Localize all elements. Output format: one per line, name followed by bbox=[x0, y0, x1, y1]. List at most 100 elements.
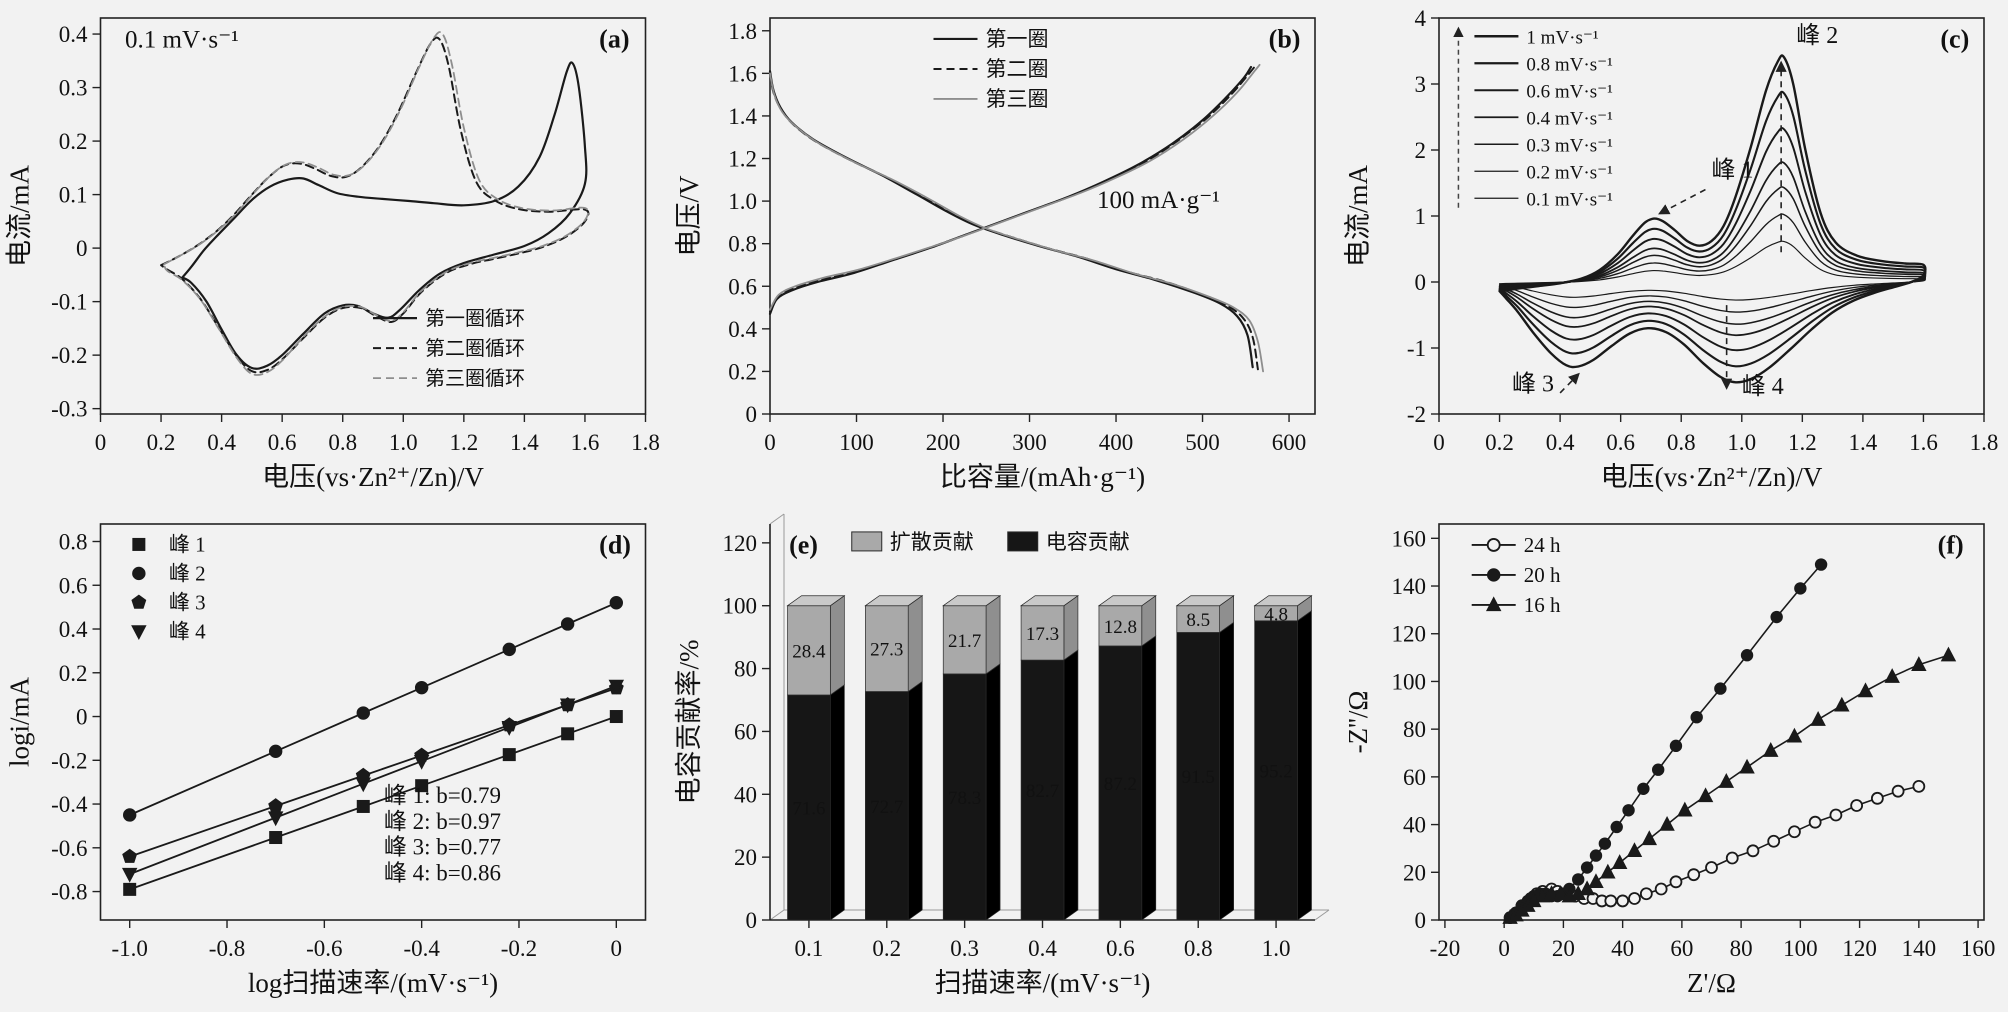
x-tick-label: 0.4 bbox=[1546, 430, 1575, 455]
y-tick-label: 160 bbox=[1392, 526, 1427, 551]
x-tick-label: 100 bbox=[839, 430, 874, 455]
x-tick-label: 0.3 bbox=[950, 936, 979, 961]
y-tick-label: -2 bbox=[1407, 402, 1426, 427]
y-tick-label: 2 bbox=[1415, 138, 1427, 163]
annotation-text: 峰 1: b=0.79 bbox=[384, 783, 501, 808]
bar-1.0: 95.2 4.8 bbox=[1253, 595, 1313, 921]
bar-0.8: 91.5 8.5 bbox=[1175, 595, 1235, 921]
bar-value-label: 28.4 bbox=[792, 641, 826, 662]
legend-label: 峰 1 bbox=[169, 532, 206, 556]
y-axis-label: 电压/V bbox=[674, 175, 704, 257]
annotation-text: 峰 2: b=0.97 bbox=[384, 809, 501, 834]
annotation-text: (d) bbox=[599, 531, 631, 560]
bar-value-label: 82.7 bbox=[1026, 781, 1059, 802]
y-tick-label: 1.4 bbox=[728, 104, 757, 129]
series-0.6 mV·s⁻¹ bbox=[1498, 127, 1927, 352]
x-tick-label: 0.8 bbox=[1184, 936, 1213, 961]
legend-label: 第三圈 bbox=[986, 87, 1049, 111]
legend-label: 20 h bbox=[1524, 563, 1561, 587]
bar-value-label: 78.3 bbox=[948, 788, 981, 809]
annotation-text: 峰 4 bbox=[1742, 373, 1784, 400]
y-tick-label: 0 bbox=[1415, 908, 1427, 933]
panel-e: 0.1 0.2 0.3 0.4 0.6 0.8 1.0 0 20 40 60 80 100 120 扫描速率… bbox=[670, 506, 1339, 1012]
bar-value-label: 4.8 bbox=[1264, 604, 1288, 625]
x-tick-label: 160 bbox=[1961, 936, 1996, 961]
bar-0.4: 82.7 17.3 bbox=[1019, 595, 1080, 921]
annotation-arrow bbox=[1658, 188, 1706, 215]
x-tick-label: 400 bbox=[1099, 430, 1134, 455]
x-tick-label: -0.8 bbox=[209, 936, 245, 961]
y-axis-label: 电流/mA bbox=[1343, 165, 1373, 268]
series-0.4 mV·s⁻¹ bbox=[1498, 161, 1927, 337]
y-tick-label: 0.4 bbox=[728, 317, 757, 342]
x-tick-label: -1.0 bbox=[111, 936, 147, 961]
series-峰 1 bbox=[123, 710, 623, 896]
y-tick-label: 0.3 bbox=[59, 76, 88, 101]
y-tick-label: 0 bbox=[76, 236, 88, 261]
legend-label: 0.3 mV·s⁻¹ bbox=[1526, 135, 1613, 156]
legend: 扩散贡献 电容贡献 bbox=[851, 530, 1130, 554]
axes: 0 0.2 0.4 0.6 0.8 1.0 1.2 1.4 1.6 1.8 -0.3 -0.2 -0.1… bbox=[5, 17, 660, 492]
x-tick-label: 0.8 bbox=[328, 430, 357, 455]
y-tick-label: 120 bbox=[723, 531, 758, 556]
y-tick-label: -0.8 bbox=[51, 880, 87, 905]
annotation-text: (b) bbox=[1269, 25, 1301, 54]
x-tick-label: 300 bbox=[1012, 430, 1047, 455]
x-tick-label: 0.8 bbox=[1667, 430, 1696, 455]
y-axis-label: -Z''/Ω bbox=[1343, 691, 1373, 754]
x-axis-label: log扫描速率/(mV·s⁻¹) bbox=[248, 968, 498, 998]
annotation-text: 峰 3: b=0.77 bbox=[384, 835, 501, 860]
y-tick-label: 1.2 bbox=[728, 147, 757, 172]
legend-label: 0.2 mV·s⁻¹ bbox=[1526, 162, 1613, 183]
y-tick-label: 0.4 bbox=[59, 22, 88, 47]
axes: -20 0 20 40 60 80 100 120 140 1600204060801001201… bbox=[1343, 523, 1996, 998]
annotation-text: (e) bbox=[789, 531, 818, 560]
x-tick-label: -20 bbox=[1430, 936, 1461, 961]
y-axis-label: 电流/mA bbox=[5, 165, 35, 268]
panel-d: -1.0 -0.8 -0.6 -0.4 -0.2 0 -0.8 -0.6 -0.4 -0.2 0 0.… bbox=[0, 506, 670, 1012]
bar-value-label: 71.6 bbox=[792, 798, 825, 819]
x-tick-label: 1.0 bbox=[389, 430, 418, 455]
y-tick-label: 4 bbox=[1415, 6, 1427, 31]
series-0.8 mV·s⁻¹ bbox=[1498, 90, 1927, 368]
x-tick-label: 20 bbox=[1552, 936, 1575, 961]
y-tick-label: -0.6 bbox=[51, 836, 87, 861]
y-tick-label: 1.0 bbox=[728, 189, 757, 214]
x-tick-label: 0.6 bbox=[1606, 430, 1635, 455]
series-16 h bbox=[1502, 646, 1957, 924]
series-峰 2 bbox=[122, 596, 624, 822]
y-tick-label: 0.2 bbox=[59, 129, 88, 154]
x-tick-label: 140 bbox=[1902, 936, 1937, 961]
y-tick-label: 100 bbox=[723, 594, 758, 619]
y-tick-label: 0 bbox=[746, 908, 758, 933]
x-tick-label: -0.6 bbox=[306, 936, 342, 961]
legend-label: 0.8 mV·s⁻¹ bbox=[1526, 54, 1613, 75]
panel-c: 0 0.2 0.4 0.6 0.8 1.0 1.2 1.4 1.6 1.8 -2 -1 0 1 2 3 4 电压(… bbox=[1339, 0, 2008, 506]
y-tick-label: 0.2 bbox=[728, 359, 757, 384]
bar-value-label: 17.3 bbox=[1026, 624, 1059, 645]
y-tick-label: 0 bbox=[76, 705, 88, 730]
x-tick-label: 0.4 bbox=[207, 430, 236, 455]
annotation-text: 0.1 mV·s⁻¹ bbox=[125, 27, 239, 54]
legend: 1 mV·s⁻¹ 0.8 mV·s⁻¹ 0.6 mV·s⁻¹ 0.4 mV·s⁻¹ 0.… bbox=[1453, 26, 1613, 210]
y-tick-label: -0.2 bbox=[51, 748, 87, 773]
series-0.1 mV·s⁻¹ bbox=[1499, 240, 1926, 301]
y-tick-label: 1 bbox=[1415, 204, 1427, 229]
y-tick-label: 0.8 bbox=[728, 232, 757, 257]
y-tick-label: 0.6 bbox=[728, 274, 757, 299]
legend-label: 16 h bbox=[1524, 593, 1561, 617]
y-tick-label: 0.8 bbox=[59, 530, 88, 555]
bar-0.3: 78.3 21.7 bbox=[942, 595, 1002, 921]
x-tick-label: 0.4 bbox=[1028, 936, 1057, 961]
axes: 0.1 0.2 0.3 0.4 0.6 0.8 1.0 0 20 40 60 80 100 120 扫描速率… bbox=[674, 513, 1330, 998]
chart-a-svg: 0 0.2 0.4 0.6 0.8 1.0 1.2 1.4 1.6 1.8 -0.3 -0.2 -0.1… bbox=[5, 17, 660, 492]
legend-label: 第一圈循环 bbox=[425, 307, 525, 330]
axes: 0 100 200 300 400 500 600 0 0.2 0.4 0.6 0.8 1.0 1.2 1.… bbox=[674, 17, 1316, 492]
legend-label: 峰 3 bbox=[169, 590, 206, 614]
x-tick-label: 1.0 bbox=[1727, 430, 1756, 455]
legend-label: 1 mV·s⁻¹ bbox=[1526, 27, 1599, 48]
x-tick-label: 0 bbox=[1498, 936, 1510, 961]
axes: 0 0.2 0.4 0.6 0.8 1.0 1.2 1.4 1.6 1.8 -2 -1 0 1 2 3 4 电压(… bbox=[1343, 6, 1998, 492]
x-tick-label: 0.6 bbox=[1106, 936, 1135, 961]
